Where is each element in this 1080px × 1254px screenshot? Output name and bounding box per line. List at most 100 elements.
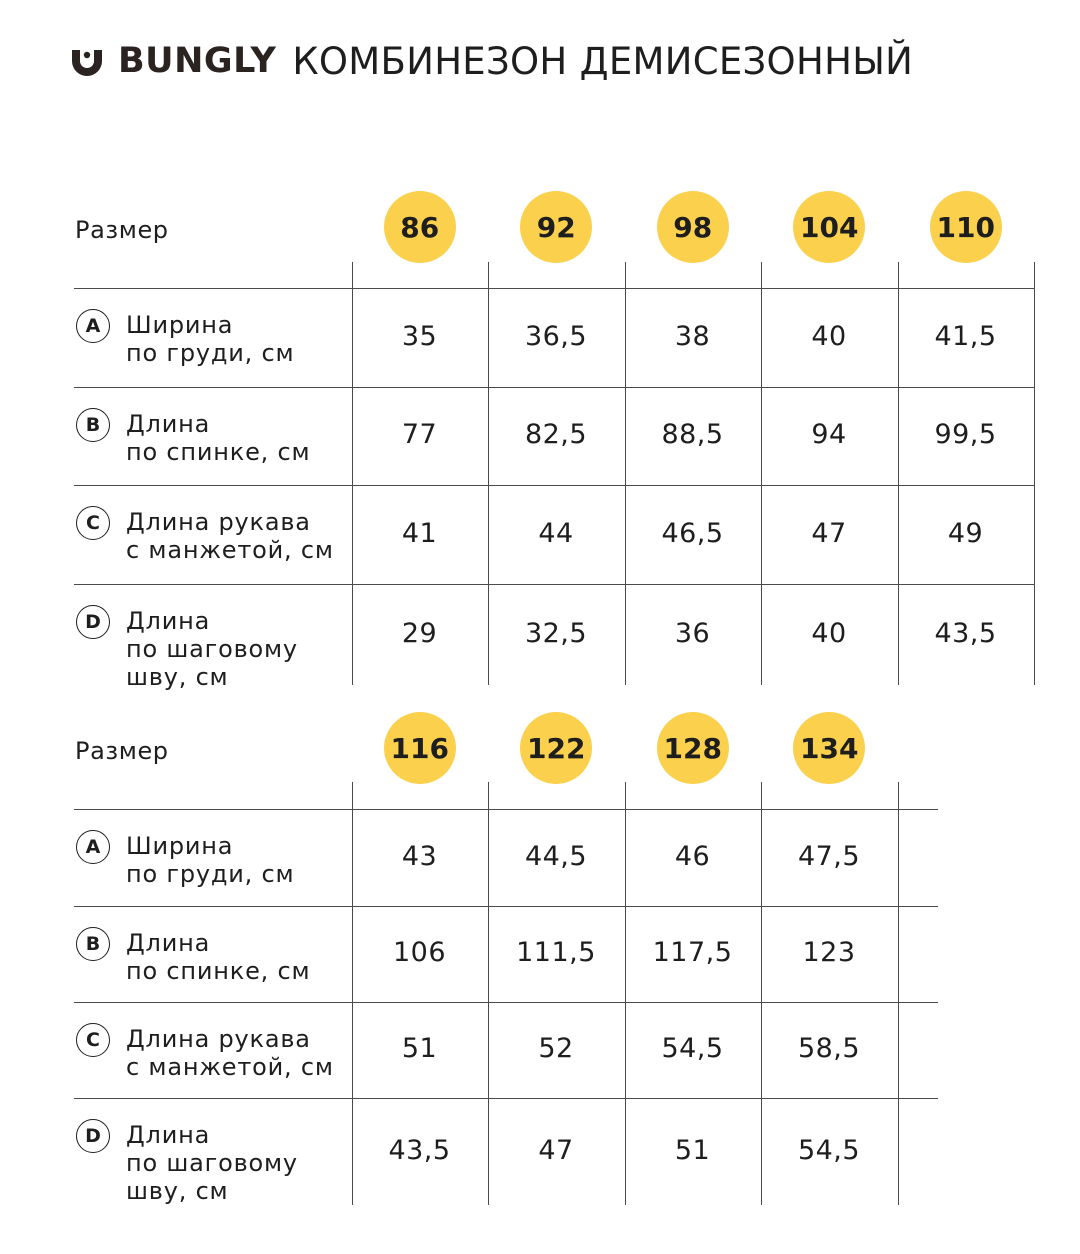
brand-name: BUNGLY bbox=[118, 41, 277, 81]
value-cell: 46,5 bbox=[661, 517, 724, 549]
value-cell: 49 bbox=[947, 517, 984, 549]
value-cell: 43 bbox=[401, 840, 438, 872]
row-divider bbox=[74, 906, 938, 907]
column-divider bbox=[897, 262, 899, 685]
measure-letter-c: C bbox=[76, 506, 110, 540]
measure-letter-d: D bbox=[76, 605, 110, 639]
measure-label: Длина по спинке, см bbox=[126, 929, 310, 985]
value-cell: 99,5 bbox=[934, 419, 997, 450]
measure-label-line: по спинке, см bbox=[126, 438, 311, 466]
row-divider bbox=[74, 485, 1034, 486]
value-cell: 106 bbox=[392, 937, 447, 968]
value-cell: 35 bbox=[401, 320, 438, 352]
measure-label-line: шву, см bbox=[126, 1177, 229, 1205]
row-divider bbox=[74, 809, 938, 810]
product-title: КОМБИНЕЗОН ДЕМИСЕЗОННЫЙ bbox=[292, 39, 914, 83]
measure-label-line: шву, см bbox=[126, 663, 229, 691]
value-cell: 36 bbox=[674, 617, 711, 649]
value-cell: 46 bbox=[674, 840, 711, 872]
measure-label-line: по груди, см bbox=[126, 860, 295, 888]
value-cell: 54,5 bbox=[661, 1033, 724, 1064]
column-divider bbox=[488, 262, 489, 685]
column-divider bbox=[351, 262, 353, 685]
measure-label-line: Длина bbox=[126, 1121, 211, 1149]
value-cell: 29 bbox=[401, 617, 438, 649]
measure-label-line: Ширина bbox=[126, 832, 234, 860]
size-badge-116: 116 bbox=[383, 712, 456, 784]
measure-letter-b: B bbox=[76, 408, 110, 442]
measure-letter-c: C bbox=[76, 1023, 110, 1057]
measure-letter-a: A bbox=[76, 830, 110, 864]
measure-label-line: по спинке, см bbox=[126, 957, 311, 985]
measure-letter-b: B bbox=[76, 927, 110, 961]
measure-label-line: Длина рукава bbox=[126, 508, 311, 536]
size-badge-134: 134 bbox=[793, 712, 866, 784]
value-cell: 94 bbox=[811, 419, 847, 450]
size-badge-104: 104 bbox=[793, 191, 866, 263]
value-cell: 47 bbox=[538, 1134, 574, 1166]
column-divider bbox=[624, 262, 626, 685]
value-cell: 47 bbox=[811, 517, 847, 549]
size-badge-92: 92 bbox=[520, 191, 593, 263]
row-divider bbox=[74, 1098, 938, 1099]
bungly-face-logo-icon bbox=[72, 50, 102, 76]
value-cell: 77 bbox=[401, 419, 438, 450]
size-badge-98: 98 bbox=[656, 191, 729, 263]
measure-label-line: с манжетой, см bbox=[126, 1053, 334, 1081]
measure-label-line: Длина bbox=[126, 607, 211, 635]
value-cell: 38 bbox=[674, 320, 711, 352]
value-cell: 54,5 bbox=[797, 1134, 861, 1166]
column-divider bbox=[351, 782, 353, 1205]
measure-label: Длина по шаговому шву, см bbox=[126, 607, 298, 691]
row-divider bbox=[74, 1002, 938, 1003]
column-divider bbox=[1034, 262, 1035, 685]
measure-label: Длина по спинке, см bbox=[126, 410, 310, 466]
measure-label-line: Длина рукава bbox=[126, 1025, 311, 1053]
measure-label-line: Длина bbox=[126, 929, 211, 957]
measure-label: Ширина по груди, см bbox=[126, 832, 294, 888]
measure-label-line: с манжетой, см bbox=[126, 536, 334, 564]
value-cell: 43,5 bbox=[934, 617, 997, 649]
value-cell: 41 bbox=[401, 517, 438, 549]
column-divider bbox=[624, 782, 626, 1205]
size-label: Размер bbox=[75, 737, 169, 765]
column-divider bbox=[761, 782, 762, 1205]
measure-letter-a: A bbox=[76, 309, 110, 343]
column-divider bbox=[897, 782, 899, 1205]
value-cell: 40 bbox=[811, 320, 847, 352]
measure-label-line: Ширина bbox=[126, 311, 234, 339]
value-cell: 111,5 bbox=[516, 937, 596, 968]
value-cell: 43,5 bbox=[388, 1134, 451, 1166]
measure-label: Длина рукава с манжетой, см bbox=[126, 1025, 334, 1081]
column-divider bbox=[761, 262, 762, 685]
measure-label: Длина рукава с манжетой, см bbox=[126, 508, 334, 564]
size-badge-122: 122 bbox=[520, 712, 593, 784]
value-cell: 41,5 bbox=[934, 320, 997, 352]
value-cell: 58,5 bbox=[797, 1033, 861, 1064]
value-cell: 40 bbox=[811, 617, 847, 649]
row-divider bbox=[74, 288, 1034, 289]
size-badge-110: 110 bbox=[929, 191, 1002, 263]
value-cell: 52 bbox=[538, 1033, 574, 1064]
measure-label-line: по шаговому bbox=[126, 1149, 298, 1177]
value-cell: 51 bbox=[401, 1033, 438, 1064]
column-divider bbox=[488, 782, 489, 1205]
value-cell: 51 bbox=[674, 1134, 711, 1166]
value-cell: 44,5 bbox=[524, 840, 588, 872]
value-cell: 36,5 bbox=[524, 320, 588, 352]
value-cell: 82,5 bbox=[524, 419, 588, 450]
value-cell: 88,5 bbox=[661, 419, 724, 450]
measure-label-line: Длина bbox=[126, 410, 211, 438]
value-cell: 47,5 bbox=[797, 840, 861, 872]
row-divider bbox=[74, 387, 1034, 388]
size-label: Размер bbox=[75, 216, 169, 244]
measure-label: Ширина по груди, см bbox=[126, 311, 294, 367]
value-cell: 123 bbox=[802, 937, 856, 968]
value-cell: 117,5 bbox=[652, 937, 733, 968]
measure-letter-d: D bbox=[76, 1119, 110, 1153]
header: BUNGLY КОМБИНЕЗОН ДЕМИСЕЗОННЫЙ bbox=[70, 36, 913, 86]
size-badge-128: 128 bbox=[656, 712, 729, 784]
measure-label-line: по груди, см bbox=[126, 339, 295, 367]
measure-label-line: по шаговому bbox=[126, 635, 298, 663]
row-divider bbox=[74, 584, 1034, 585]
